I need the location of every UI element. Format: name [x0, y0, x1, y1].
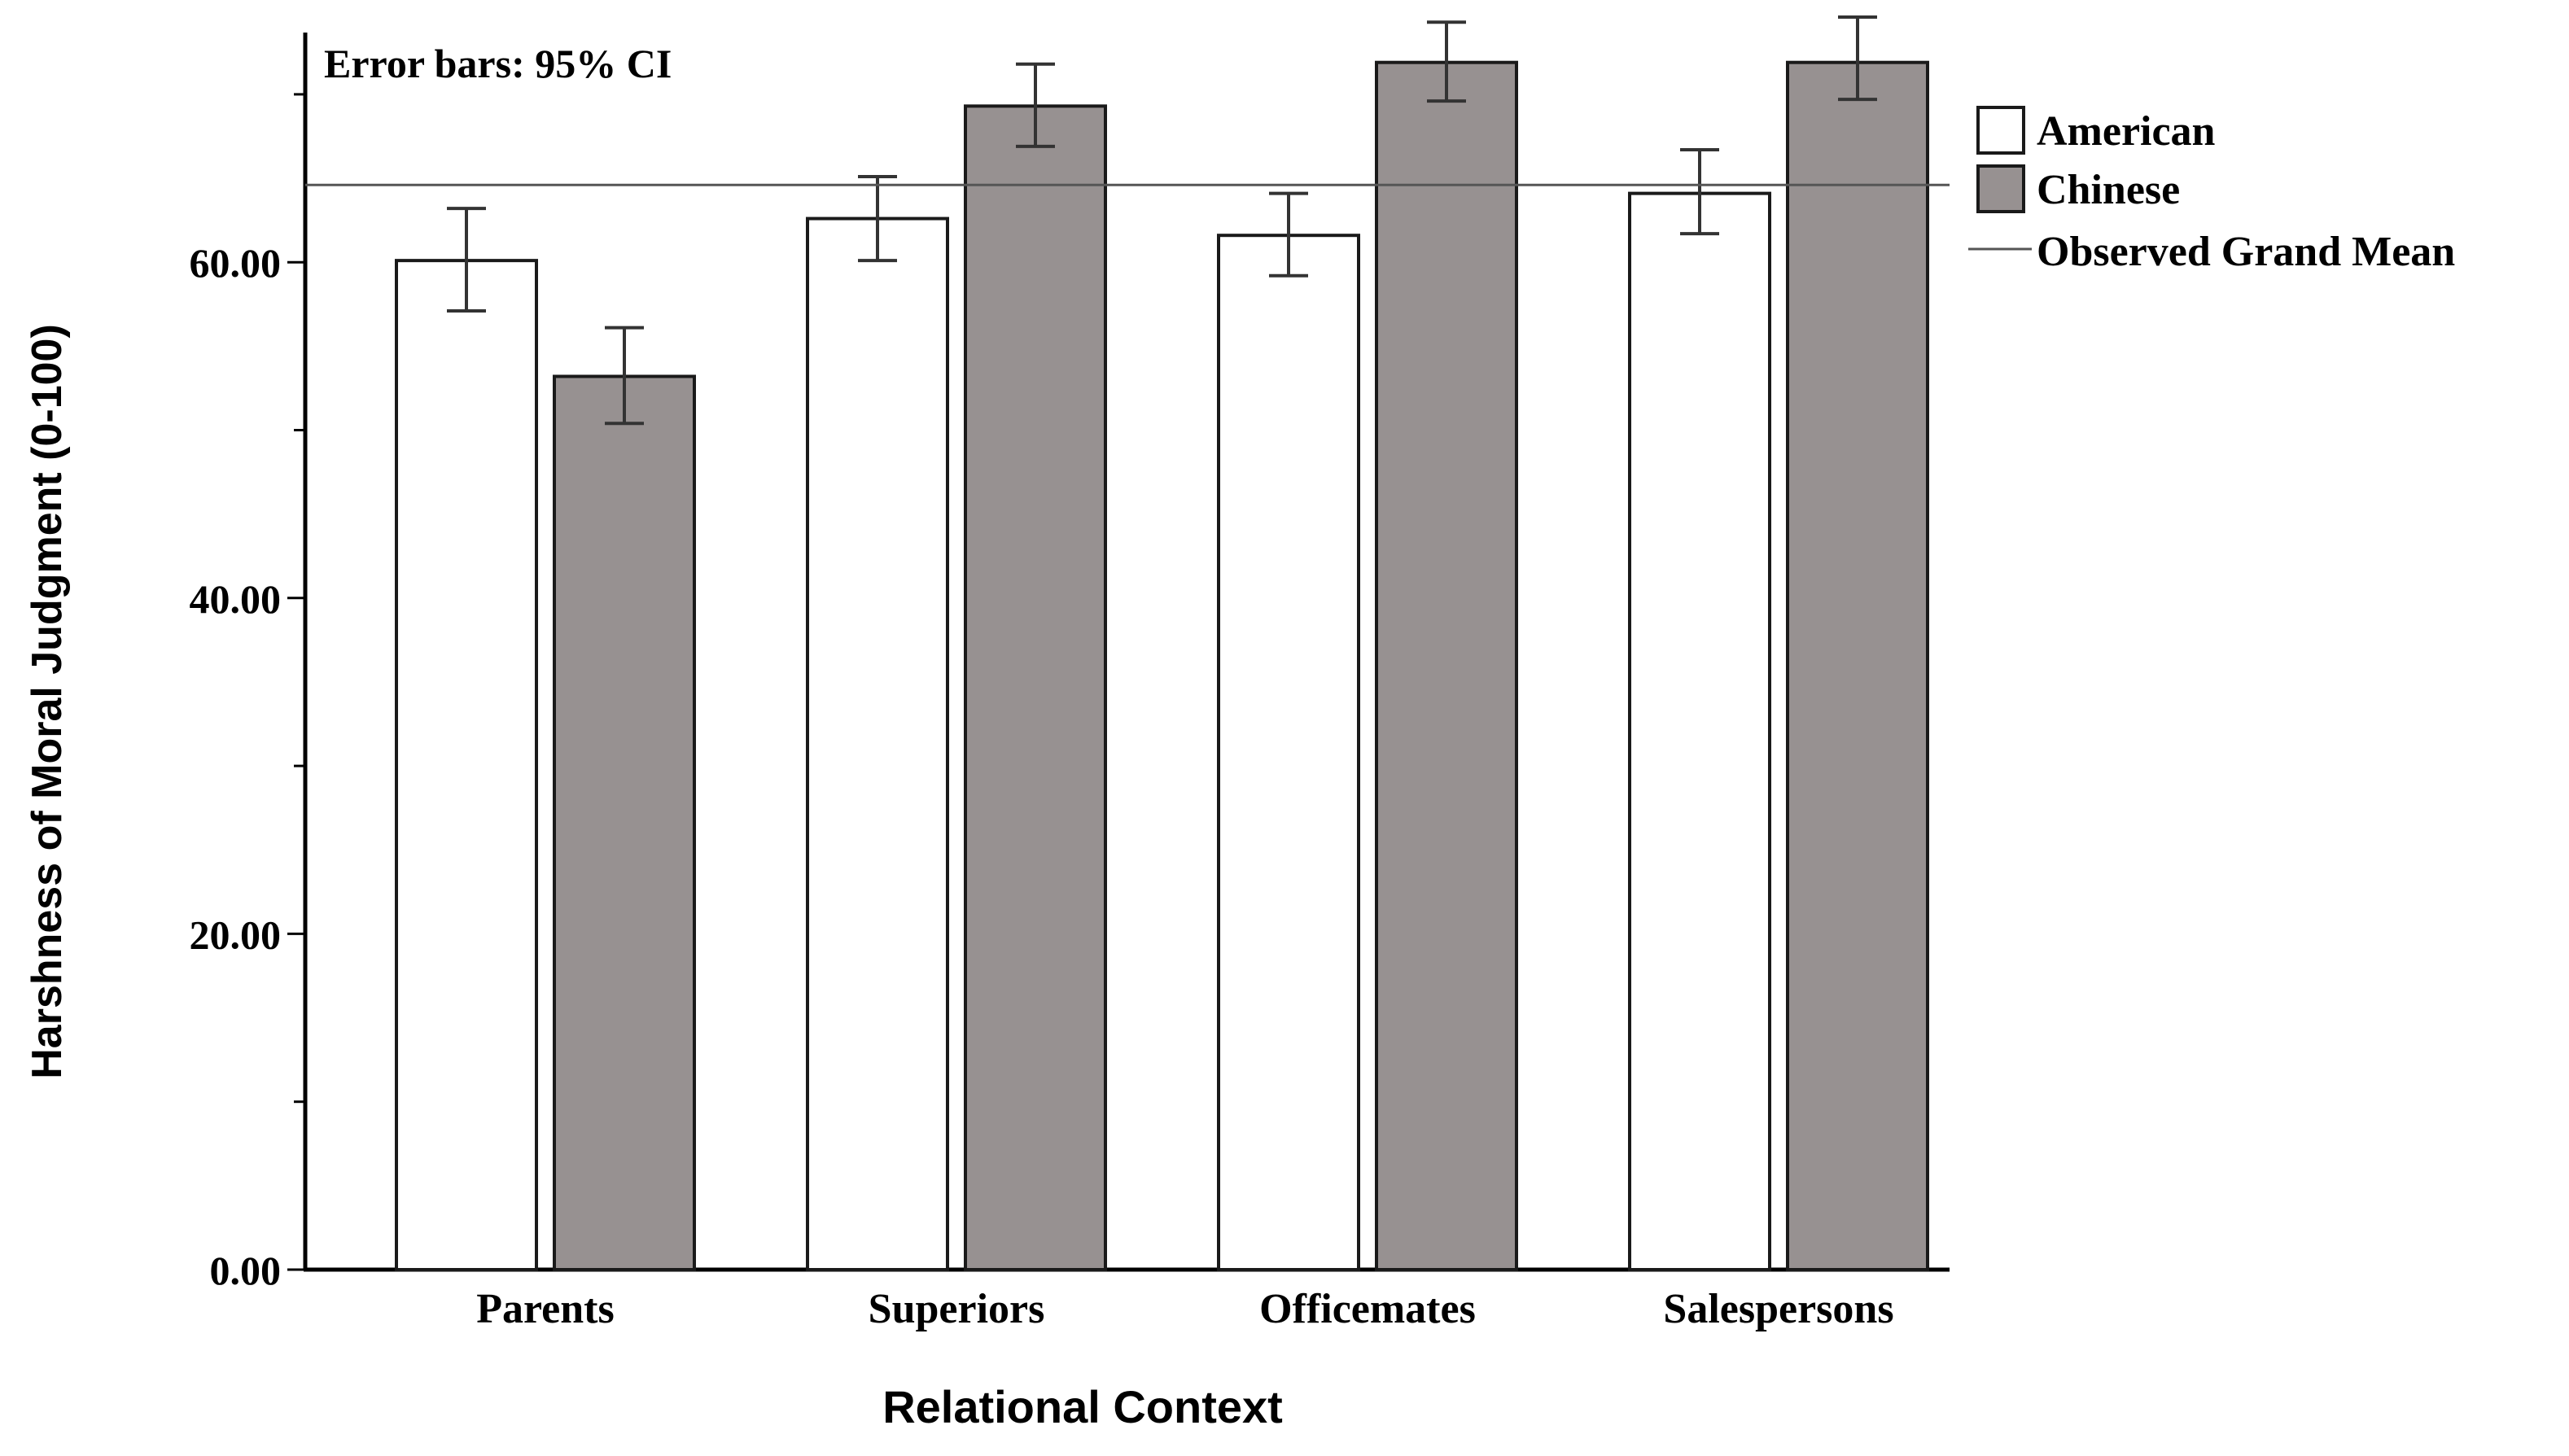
error-bar — [447, 207, 486, 313]
error-bar — [1427, 20, 1466, 103]
plot-area: 0.00 20.00 40.00 60.00 Parents Superiors Offic… — [190, 15, 1950, 1332]
error-bars-annotation: Error bars: 95% CI — [324, 41, 672, 86]
y-tick-label: 20.00 — [190, 912, 282, 957]
error-bar — [605, 326, 644, 426]
error-bar — [1838, 15, 1877, 102]
error-bar — [1016, 62, 1055, 148]
legend-label: American — [2037, 108, 2216, 155]
legend-label: Chinese — [2037, 167, 2180, 213]
bar-chinese-salespersons — [1786, 60, 1929, 1271]
legend-chinese: Chinese — [1976, 164, 2180, 213]
bar-chinese-officemates — [1375, 60, 1518, 1271]
bar-american-superiors — [806, 216, 949, 1271]
bar-american-parents — [395, 259, 538, 1272]
legend-label: Observed Grand Mean — [2037, 229, 2455, 275]
y-tick-label: 60.00 — [190, 240, 282, 286]
error-bar — [1680, 147, 1719, 236]
legend: American Chinese Observed Grand Mean — [1968, 106, 2455, 275]
x-tick-label: Superiors — [869, 1286, 1045, 1332]
legend-grand-mean: Observed Grand Mean — [1968, 229, 2455, 275]
y-tick-label: 0.00 — [210, 1248, 282, 1293]
error-bar — [858, 174, 897, 263]
legend-american: American — [1976, 106, 2216, 155]
x-tick-label: Officemates — [1259, 1286, 1476, 1332]
bar-american-officemates — [1217, 234, 1360, 1271]
error-bar — [1269, 191, 1308, 278]
bar-chinese-parents — [553, 374, 696, 1271]
bar-chinese-superiors — [964, 104, 1107, 1272]
bar-american-salespersons — [1628, 191, 1771, 1272]
legend-swatch — [1976, 106, 2025, 155]
y-tick-label: 40.00 — [190, 576, 282, 622]
x-tick-label: Parents — [476, 1286, 614, 1332]
y-axis-title: Harshness of Moral Judgment (0-100) — [24, 324, 71, 1079]
x-axis-title: Relational Context — [882, 1381, 1283, 1432]
legend-swatch — [1976, 164, 2025, 213]
x-tick-label: Salespersons — [1663, 1286, 1893, 1332]
